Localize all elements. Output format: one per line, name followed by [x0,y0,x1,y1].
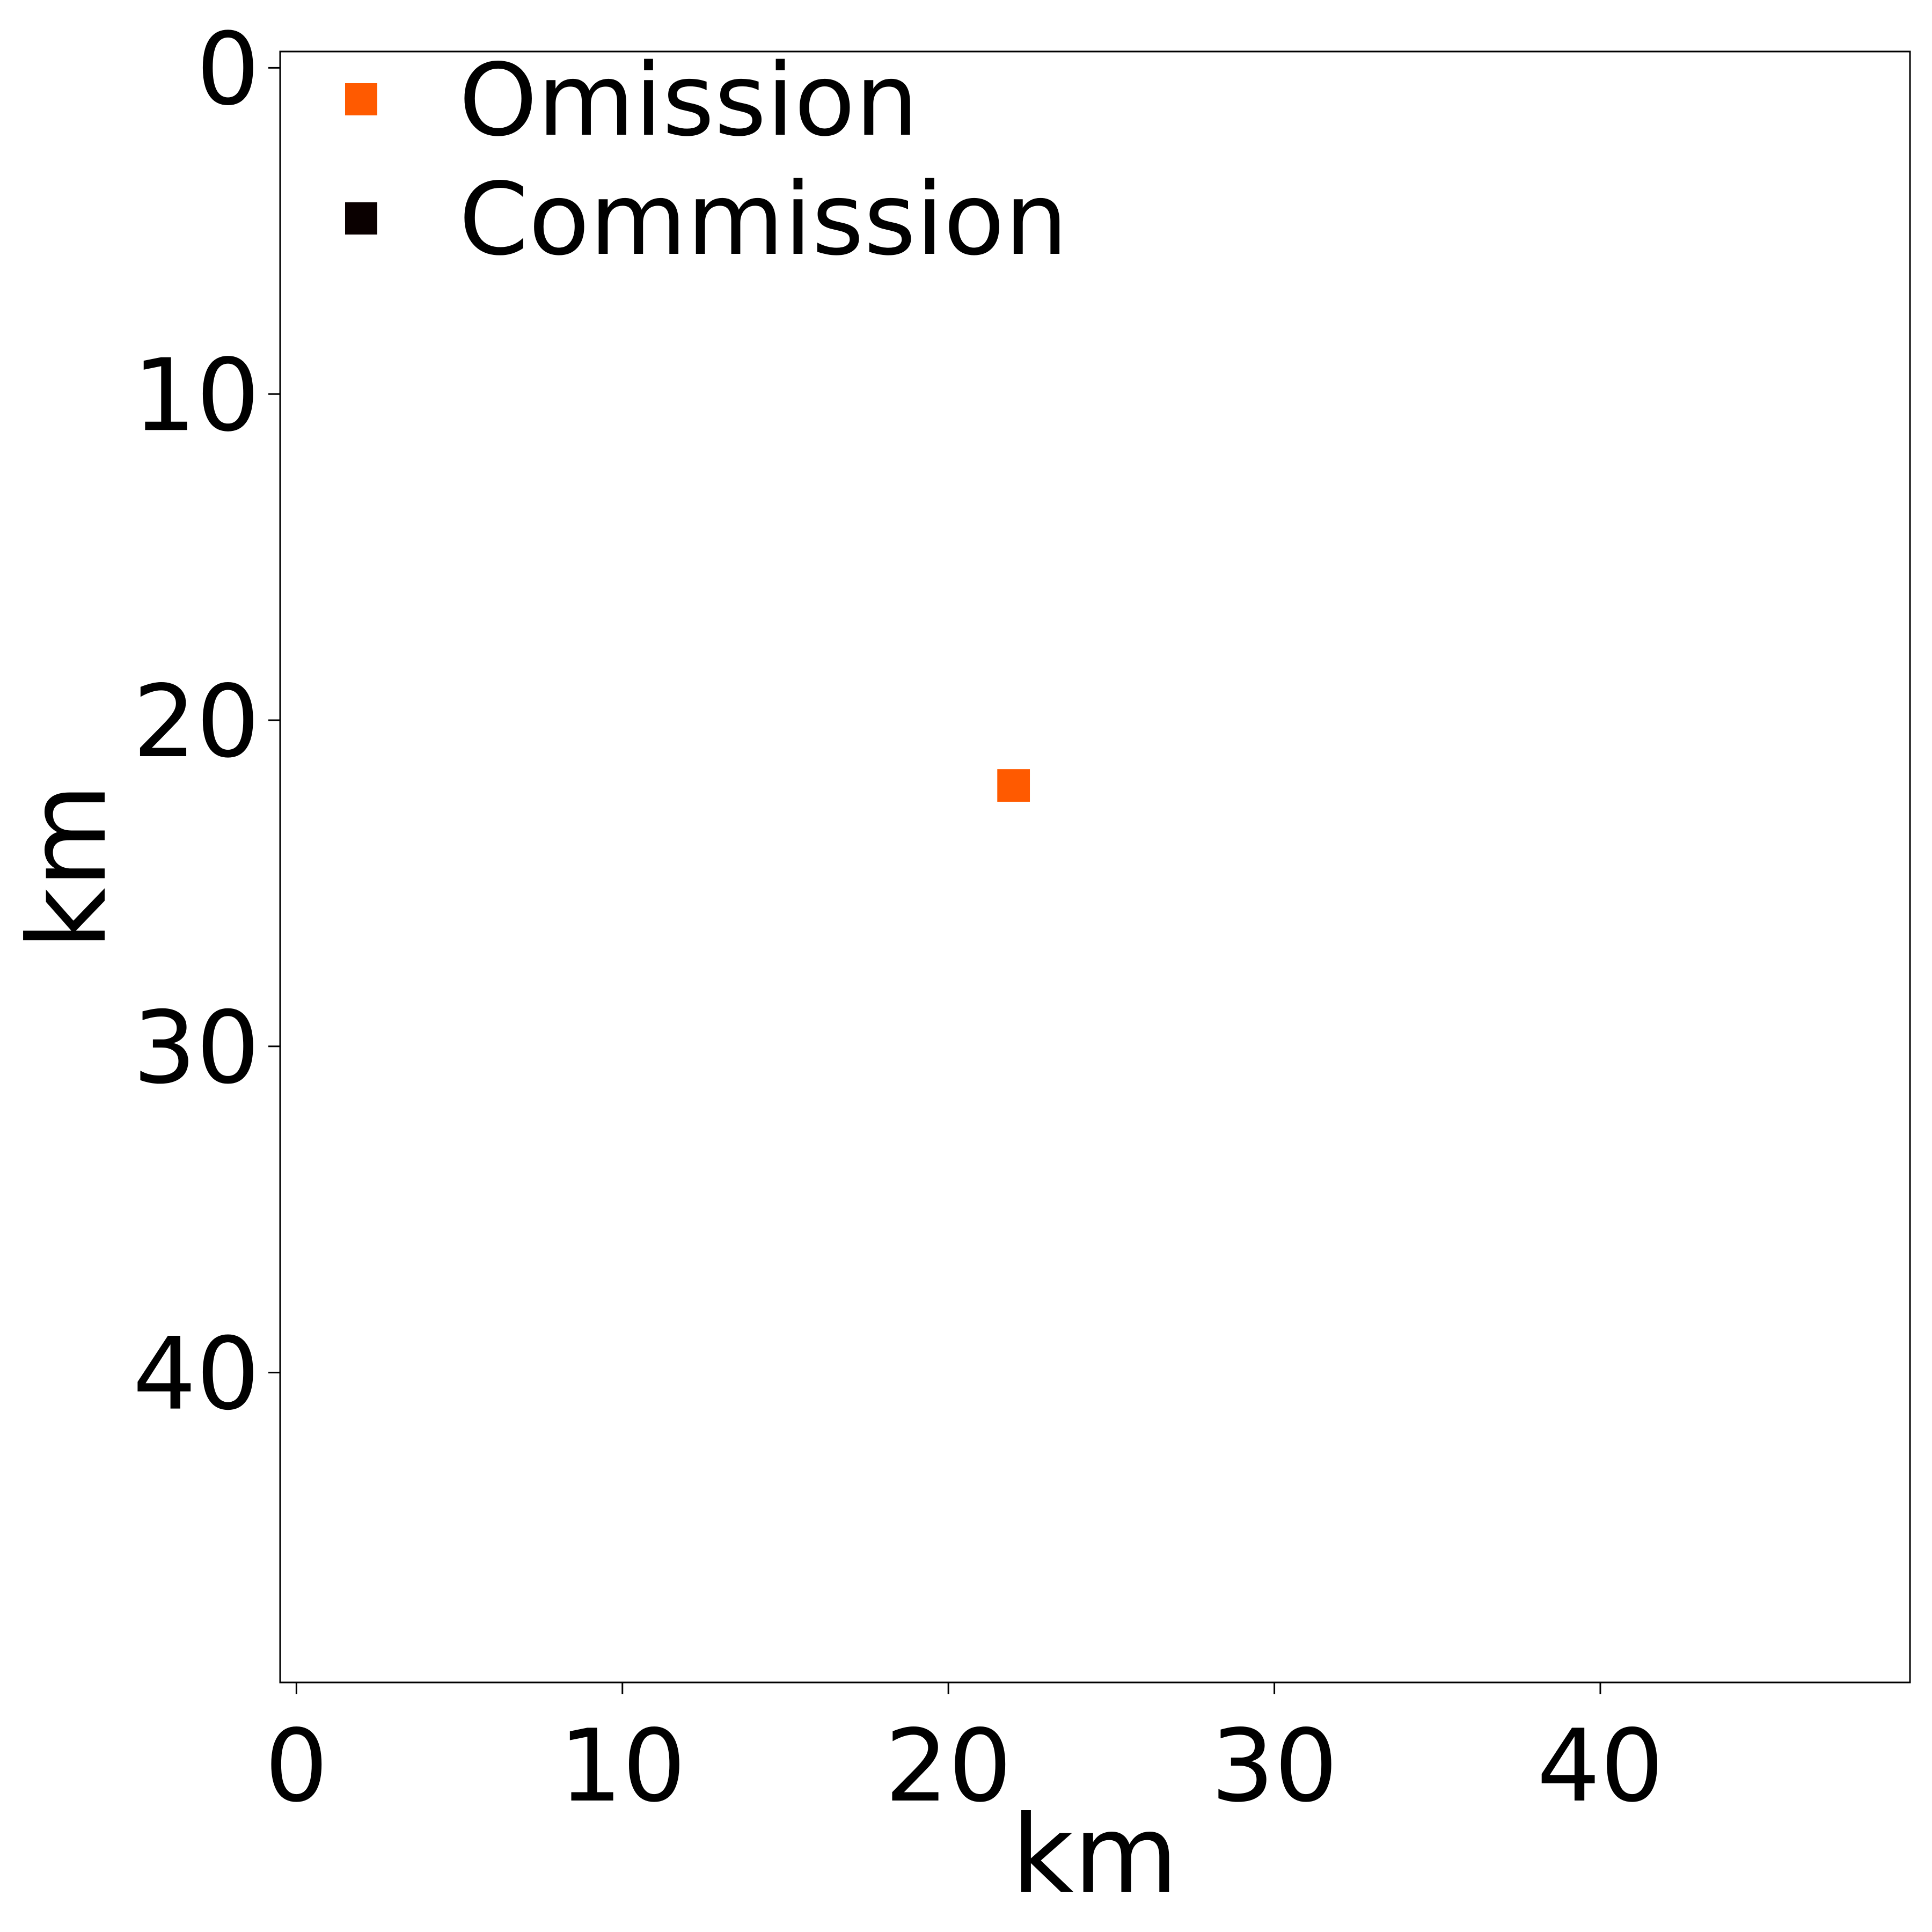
plot-area [279,50,1911,1684]
y-tick-label-0: 0 [196,11,260,127]
legend-label-commission: Commission [459,161,1068,277]
x-tick-label-10: 10 [559,1708,686,1824]
y-axis-label: km [5,784,130,950]
omission-cell-0 [997,769,1030,802]
x-tick-label-30: 30 [1211,1708,1338,1824]
y-tick-label-10: 10 [133,337,260,453]
y-axis: 0 10 20 30 40 [133,11,280,1432]
y-tick-label-30: 30 [133,990,260,1106]
y-tick-label-40: 40 [133,1316,260,1432]
x-axis-label: km [1012,1792,1179,1918]
x-axis: 0 10 20 30 40 [265,1682,1664,1824]
legend-swatch-omission [345,83,377,115]
x-tick-label-0: 0 [265,1708,328,1824]
legend-swatch-commission [345,202,377,235]
x-tick-label-40: 40 [1537,1708,1664,1824]
x-tick-label-20: 20 [885,1708,1012,1824]
cells-layer [997,769,1030,802]
legend-label-omission: Omission [459,42,918,158]
y-tick-label-20: 20 [133,663,260,780]
